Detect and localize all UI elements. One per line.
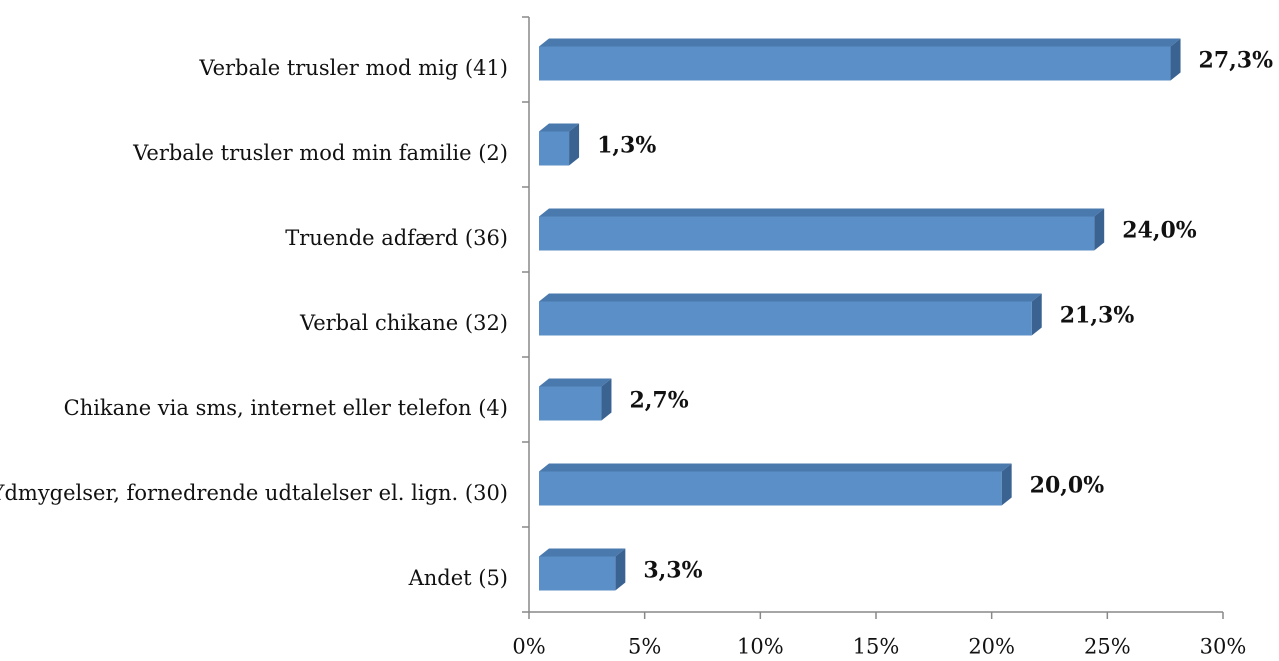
bar-face (539, 123, 580, 132)
y-tick-label: Verbale trusler mod mig (41) (198, 56, 508, 80)
y-tick-label: Truende adfærd (36) (285, 226, 508, 250)
bar-face (539, 556, 616, 591)
bar (539, 38, 1181, 81)
bar-face (1031, 293, 1042, 336)
y-tick-label: Andet (5) (408, 566, 508, 590)
bar (539, 548, 626, 591)
x-tick-label: 25% (1084, 635, 1131, 659)
bar (539, 208, 1105, 251)
bar (539, 378, 612, 421)
bar-face (539, 46, 1171, 81)
bar (539, 293, 1042, 336)
x-tick-label: 10% (737, 635, 784, 659)
bar-face (1001, 463, 1012, 506)
bar-face (539, 378, 612, 387)
x-tick-label: 5% (628, 635, 661, 659)
bar-face (539, 208, 1105, 217)
bar-face (539, 38, 1181, 47)
y-tick-label: Verbale trusler mod min familie (2) (132, 141, 508, 165)
bar-face (539, 216, 1095, 251)
y-tick-label: Verbal chikane (32) (299, 311, 508, 335)
y-tick-label: Chikane via sms, internet eller telefon … (64, 396, 508, 420)
bar-face (539, 293, 1042, 302)
value-label: 2,7% (629, 388, 688, 414)
bar-face (539, 386, 602, 421)
bar-face (601, 378, 612, 421)
y-tick-label: Ydmygelser, fornedrende udtalelser el. l… (0, 481, 508, 505)
x-tick-label: 20% (968, 635, 1015, 659)
bar-face (539, 301, 1032, 336)
bar-face (539, 131, 570, 166)
value-label: 1,3% (597, 133, 656, 159)
bar-face (1170, 38, 1181, 81)
bar-face (539, 548, 626, 557)
x-tick-label: 30% (1200, 635, 1247, 659)
value-label: 24,0% (1122, 218, 1197, 244)
bar-face (539, 463, 1012, 472)
x-tick-label: 0% (512, 635, 545, 659)
bar-face (569, 123, 580, 166)
x-tick-label: 15% (853, 635, 900, 659)
bar-face (615, 548, 626, 591)
bar (539, 123, 580, 166)
value-label: 21,3% (1060, 303, 1135, 329)
bar-face (1094, 208, 1105, 251)
value-label: 20,0% (1030, 473, 1105, 499)
value-label: 3,3% (643, 558, 702, 584)
bar-face (539, 471, 1002, 506)
bar (539, 463, 1012, 506)
value-label: 27,3% (1199, 48, 1274, 74)
